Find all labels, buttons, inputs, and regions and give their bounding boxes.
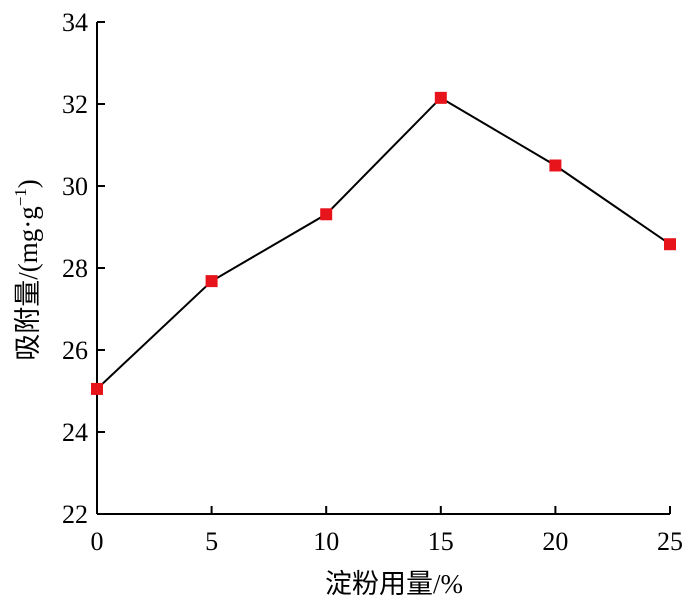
- x-tick-label: 20: [542, 527, 568, 556]
- y-tick-label: 26: [62, 336, 88, 365]
- y-tick-label: 28: [62, 254, 88, 283]
- y-tick-label: 30: [62, 172, 88, 201]
- tick-labels: 22 24 26 28 30 32 34 0 5 10 15 20 25: [62, 8, 683, 556]
- x-axis-title: 淀粉用量/%: [325, 569, 463, 599]
- y-axis-title-close: ): [13, 179, 43, 188]
- x-tick-label: 25: [657, 527, 683, 556]
- data-point-marker: [205, 275, 218, 288]
- x-tick-label: 0: [91, 527, 104, 556]
- x-tick-label: 5: [205, 527, 218, 556]
- data-point-marker: [320, 208, 333, 221]
- data-point-marker: [549, 159, 562, 172]
- svg-text:吸附量/(mg·g−1): 吸附量/(mg·g−1): [11, 179, 43, 361]
- data-point-marker: [434, 91, 447, 104]
- series-line: [96, 96, 671, 390]
- data-point-marker: [91, 382, 103, 395]
- series-line-layer: [96, 96, 671, 390]
- x-tick-label: 15: [428, 527, 454, 556]
- y-axis-title-superscript: −1: [11, 188, 30, 206]
- axes: [96, 21, 671, 515]
- y-tick-label: 22: [62, 500, 88, 529]
- data-markers: [91, 91, 676, 395]
- y-tick-label: 32: [62, 90, 88, 119]
- y-axis-title-main: 吸附量/(mg·g: [13, 206, 43, 361]
- y-tick-label: 34: [62, 8, 88, 37]
- y-axis-title: 吸附量/(mg·g−1): [11, 179, 43, 361]
- data-point-marker: [664, 238, 676, 251]
- y-tick-label: 24: [62, 418, 88, 447]
- x-tick-label: 10: [313, 527, 339, 556]
